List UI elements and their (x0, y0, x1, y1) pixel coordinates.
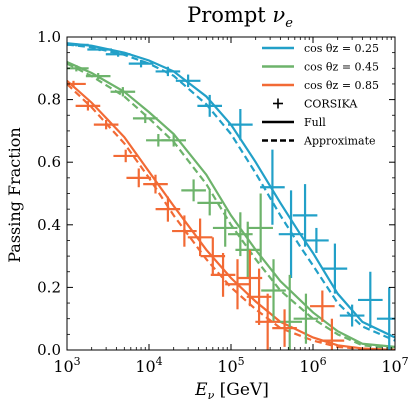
legend-item-4: Full (262, 116, 326, 129)
corsika-point-1-6 (181, 179, 206, 202)
corsika-point-0-1 (87, 47, 112, 52)
corsika-point-2-14 (255, 293, 280, 350)
corsika-point-2-11 (225, 259, 250, 310)
corsika-point-1-14 (293, 293, 319, 344)
legend-item-2: cos θz = 0.85 (262, 79, 379, 92)
legend-item-3: CORSIKA (273, 98, 358, 111)
corsika-point-2-6 (155, 196, 181, 222)
y-tick-label: 0.6 (37, 153, 61, 171)
corsika-point-0-9 (278, 190, 304, 279)
approximate-curve-2 (67, 83, 395, 350)
corsika-point-1-3 (132, 113, 158, 124)
legend-label: Full (304, 116, 326, 129)
y-tick-label: 0.2 (37, 278, 61, 296)
y-tick-label: 0.0 (37, 341, 61, 359)
legend-label: Approximate (303, 135, 376, 148)
y-tick-label: 0.4 (37, 216, 61, 234)
corsika-point-2-0 (67, 80, 86, 88)
legend-label: cos θz = 0.45 (304, 61, 379, 74)
corsika-point-0-8 (260, 149, 285, 225)
corsika-point-0-15 (376, 287, 395, 350)
corsika-point-0-13 (339, 304, 365, 327)
corsika-point-2-4 (126, 168, 152, 188)
legend-label: cos θz = 0.25 (304, 42, 379, 55)
legend-label: CORSIKA (304, 98, 358, 111)
corsika-point-2-8 (187, 218, 213, 257)
plot-area: 0.0 0.2 0.4 0.6 0.8 1.0 103 104 105 106 107 (37, 28, 409, 376)
x-tick-label: 106 (299, 355, 326, 376)
corsika-point-2-9 (200, 237, 226, 275)
corsika-point-2-7 (172, 215, 197, 247)
corsika-point-2-5 (143, 174, 168, 194)
corsika-point-0-0 (67, 43, 89, 47)
corsika-point-0-6 (197, 94, 223, 117)
x-tick-label: 103 (53, 355, 80, 376)
corsika-point-2-3 (113, 149, 139, 163)
corsika-point-0-2 (105, 51, 131, 57)
legend-item-5: Approximate (262, 135, 376, 148)
corsika-point-0-10 (292, 184, 318, 247)
corsika-point-2-1 (75, 101, 101, 111)
corsika-point-2-16 (310, 290, 335, 322)
corsika-point-2-2 (93, 119, 119, 130)
corsika-point-0-14 (358, 271, 383, 329)
y-tick-label: 0.8 (37, 91, 61, 109)
corsika-point-0-7 (228, 108, 253, 141)
full-curve-2 (67, 79, 395, 350)
corsika-point-1-1 (85, 72, 111, 80)
corsika-point-2-15 (272, 309, 297, 347)
legend-item-1: cos θz = 0.45 (262, 61, 379, 74)
plot-content (67, 42, 395, 350)
corsika-point-1-10 (235, 221, 261, 279)
x-tick-label: 104 (135, 355, 162, 376)
corsika-point-1-12 (261, 259, 286, 322)
legend-label: cos θz = 0.85 (304, 79, 379, 92)
y-tick-label: 1.0 (37, 28, 61, 46)
corsika-point-0-3 (128, 59, 154, 68)
corsika-point-2-10 (210, 252, 236, 297)
chart-title: Prompt νe (187, 3, 293, 31)
corsika-point-1-7 (197, 190, 223, 216)
corsika-point-0-5 (175, 74, 201, 88)
x-axis-label: Eν [GeV] (194, 380, 269, 402)
corsika-point-1-2 (110, 87, 136, 97)
corsika-point-1-5 (161, 134, 186, 147)
approximate-curve-0 (67, 43, 395, 342)
corsika-point-1-11 (248, 193, 273, 263)
legend: cos θz = 0.25 cos θz = 0.45 cos θz = 0.85 C… (262, 42, 379, 148)
corsika-point-2-17 (319, 318, 345, 350)
corsika-point-1-8 (212, 209, 238, 247)
x-tick-label: 105 (217, 355, 244, 376)
corsika-point-0-11 (304, 227, 329, 253)
y-axis-label: Passing Fraction (5, 127, 24, 263)
corsika-point-0-4 (155, 66, 181, 77)
corsika-point-0-12 (322, 243, 348, 294)
approximate-curve-1 (67, 62, 395, 350)
corsika-point-1-13 (277, 274, 303, 350)
legend-item-0: cos θz = 0.25 (262, 42, 379, 55)
x-tick-label: 107 (381, 355, 408, 376)
